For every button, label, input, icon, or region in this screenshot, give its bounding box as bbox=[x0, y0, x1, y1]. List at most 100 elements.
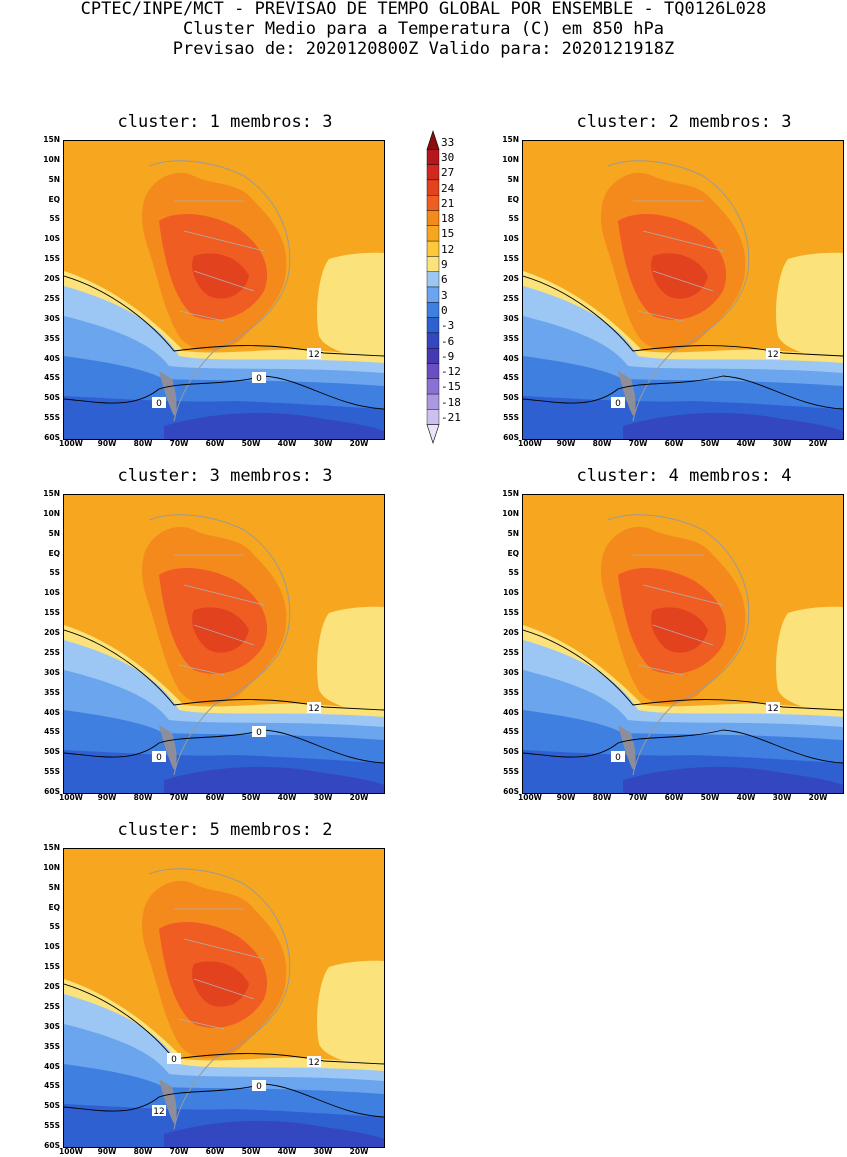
longitude-label: 40W bbox=[736, 439, 756, 448]
colorbar-label: -12 bbox=[441, 365, 461, 379]
latitude-label: 55S bbox=[44, 413, 60, 423]
latitude-label: 55S bbox=[503, 413, 519, 423]
latitude-label: 10N bbox=[43, 154, 60, 164]
latitude-label: 60S bbox=[44, 787, 60, 796]
colorbar-swatch bbox=[426, 225, 440, 242]
contour-0 bbox=[64, 1083, 384, 1118]
temperature-map: 12 12 0 0 bbox=[63, 848, 385, 1148]
patagonia-land bbox=[618, 371, 636, 416]
patagonia-land bbox=[159, 1079, 177, 1124]
latitude-label: 25S bbox=[44, 293, 60, 303]
colorbar-label: -15 bbox=[441, 380, 461, 394]
atlantic-tongue bbox=[776, 252, 843, 363]
contour-12 bbox=[523, 629, 843, 711]
latitude-label: 5S bbox=[49, 568, 60, 578]
latitude-label: 50S bbox=[44, 1101, 60, 1111]
latitude-label: 45S bbox=[44, 1081, 60, 1091]
longitude-label: 40W bbox=[736, 793, 756, 802]
longitude-label: 50W bbox=[241, 793, 261, 802]
latitude-label: 20S bbox=[503, 274, 519, 284]
latitude-label: 10N bbox=[43, 862, 60, 872]
header-line-3: Previsao de: 2020120800Z Valido para: 20… bbox=[172, 39, 675, 59]
latitude-label: 10S bbox=[503, 588, 519, 598]
latitude-label: 40S bbox=[503, 353, 519, 363]
atlantic-tongue bbox=[317, 606, 384, 717]
header-line-2: Cluster Medio para a Temperatura (C) em … bbox=[182, 19, 665, 39]
band-cold4 bbox=[623, 766, 843, 793]
latitude-label: 50S bbox=[44, 747, 60, 757]
svg-text:12: 12 bbox=[767, 704, 778, 714]
svg-text:12: 12 bbox=[308, 1058, 319, 1068]
latitude-label: 30S bbox=[44, 313, 60, 323]
latitude-label: 15S bbox=[44, 608, 60, 618]
longitude-label: 20W bbox=[808, 439, 828, 448]
coastline bbox=[148, 514, 291, 776]
latitude-label: 15N bbox=[502, 135, 519, 144]
colorbar-swatch bbox=[426, 302, 440, 318]
longitude-label: 60W bbox=[205, 1147, 225, 1156]
latitude-label: 40S bbox=[44, 707, 60, 717]
colorbar-label: 18 bbox=[441, 212, 455, 226]
latitude-label: 35S bbox=[503, 333, 519, 343]
colorbar-label: 24 bbox=[441, 181, 455, 195]
svg-text:12: 12 bbox=[153, 1107, 164, 1117]
longitude-label: 90W bbox=[556, 793, 576, 802]
latitude-label: 10N bbox=[43, 508, 60, 518]
colorbar-swatch bbox=[426, 363, 440, 380]
colorbar-label: 3 bbox=[441, 288, 448, 302]
latitude-label: 10S bbox=[44, 588, 60, 598]
svg-text:0: 0 bbox=[256, 728, 262, 738]
latitude-label: 35S bbox=[44, 1041, 60, 1051]
colorbar-arrow-top bbox=[426, 130, 440, 150]
longitude-label: 20W bbox=[808, 793, 828, 802]
latitude-label: 15N bbox=[502, 489, 519, 498]
continent-core bbox=[192, 607, 249, 653]
contour-0 bbox=[523, 375, 843, 410]
latitude-label: 40S bbox=[44, 1061, 60, 1071]
latitude-label: EQ bbox=[507, 548, 520, 558]
latitude-label: 60S bbox=[44, 1141, 60, 1150]
colorbar-label: 12 bbox=[441, 242, 455, 256]
longitude-label: 50W bbox=[700, 439, 720, 448]
colorbar-swatch bbox=[426, 378, 440, 395]
latitude-label: 5N bbox=[48, 882, 61, 892]
band-cold4 bbox=[623, 412, 843, 439]
longitude-label: 40W bbox=[277, 793, 297, 802]
latitude-label: 20S bbox=[503, 628, 519, 638]
latitude-label: 10S bbox=[503, 234, 519, 244]
country-borders bbox=[633, 554, 724, 676]
longitude-label: 50W bbox=[241, 1147, 261, 1156]
temperature-map: 12 0 0 bbox=[63, 494, 385, 794]
colorbar-label: -6 bbox=[441, 334, 455, 348]
svg-text:12: 12 bbox=[767, 350, 778, 360]
contour-0 bbox=[64, 729, 384, 764]
contour-label: 0 bbox=[252, 1080, 266, 1092]
latitude-label: 15N bbox=[43, 489, 60, 498]
latitude-label: 15N bbox=[43, 135, 60, 144]
latitude-label: 45S bbox=[503, 727, 519, 737]
country-borders bbox=[633, 200, 724, 322]
latitude-label: 25S bbox=[503, 293, 519, 303]
continent-core bbox=[192, 961, 249, 1007]
longitude-label: 80W bbox=[592, 793, 612, 802]
longitude-label: 30W bbox=[772, 439, 792, 448]
latitude-label: 10S bbox=[44, 234, 60, 244]
panel-title: cluster: 3 membros: 3 bbox=[117, 466, 333, 486]
longitude-label: 70W bbox=[169, 793, 189, 802]
longitude-label: 30W bbox=[313, 1147, 333, 1156]
svg-text:12: 12 bbox=[308, 350, 319, 360]
longitude-label: 90W bbox=[97, 793, 117, 802]
longitude-label: 30W bbox=[313, 793, 333, 802]
colorbar-label: 33 bbox=[441, 135, 455, 149]
longitude-label: 40W bbox=[277, 1147, 297, 1156]
svg-text:0: 0 bbox=[171, 1055, 177, 1065]
longitude-label: 70W bbox=[628, 439, 648, 448]
colorbar-swatch bbox=[426, 347, 440, 364]
latitude-label: 20S bbox=[44, 982, 60, 992]
atlantic-tongue bbox=[317, 960, 384, 1071]
longitude-label: 90W bbox=[97, 1147, 117, 1156]
colorbar-swatch bbox=[426, 393, 440, 410]
coastline bbox=[148, 868, 291, 1130]
contour-12 bbox=[523, 275, 843, 357]
country-borders bbox=[174, 200, 265, 322]
